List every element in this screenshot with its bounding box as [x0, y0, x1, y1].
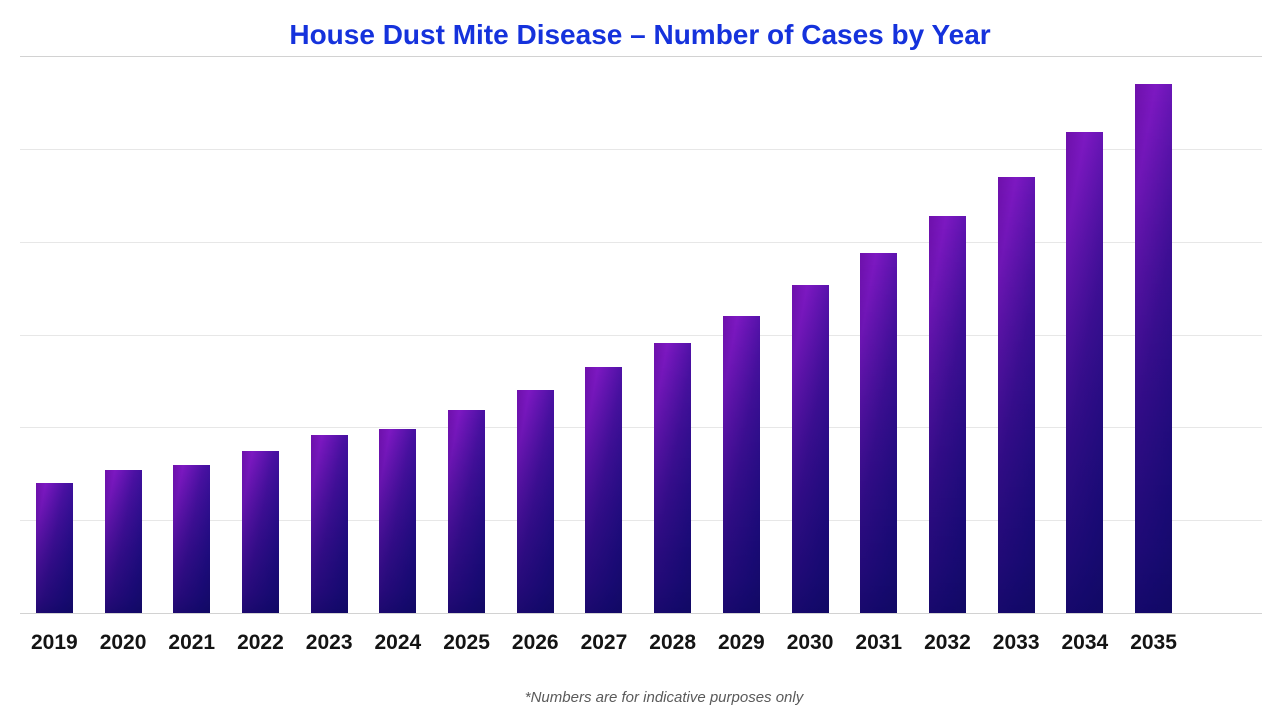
bar-2027: [585, 366, 623, 613]
x-axis-label-2028: 2028: [649, 631, 696, 654]
x-axis-label-2029: 2029: [717, 631, 765, 654]
gridline: [20, 241, 1262, 243]
bar-2020: [104, 470, 142, 613]
x-axis-label-2034: 2034: [1061, 631, 1109, 654]
axis-frame-line: [20, 613, 1262, 614]
bar-2034: [1066, 132, 1104, 613]
x-axis-label-2035: 2035: [1130, 631, 1177, 654]
bar-2025: [448, 409, 486, 613]
chart-title: House Dust Mite Disease – Number of Case…: [289, 19, 991, 50]
bar-2024: [379, 429, 417, 613]
x-axis-label-2023: 2023: [305, 631, 353, 654]
bar-2032: [928, 215, 966, 613]
x-axis-label-2026: 2026: [511, 631, 559, 654]
bar-2033: [997, 176, 1035, 613]
x-axis-label-2030: 2030: [786, 631, 834, 654]
bar-2030: [791, 285, 829, 613]
x-axis-label-2033: 2033: [992, 631, 1040, 654]
gridline: [20, 427, 1262, 429]
x-axis-label-2024: 2024: [374, 631, 422, 654]
x-axis-label-2025: 2025: [443, 631, 490, 654]
gridline: [20, 520, 1262, 522]
bar-2026: [516, 390, 554, 613]
x-axis-label-2022: 2022: [237, 631, 284, 654]
bar-2028: [654, 342, 692, 613]
x-axis-label-2021: 2021: [168, 631, 216, 654]
x-axis-label-2027: 2027: [580, 631, 628, 654]
x-axis-label-2031: 2031: [855, 631, 903, 654]
bar-2029: [722, 315, 760, 613]
bar-2035: [1135, 83, 1173, 613]
bar-2022: [241, 451, 279, 613]
x-axis-label-2019: 2019: [30, 631, 78, 654]
gridline: [20, 334, 1262, 336]
bar-2021: [173, 465, 211, 613]
bar-2019: [35, 483, 73, 613]
x-axis-label-2032: 2032: [924, 631, 971, 654]
axis-frame-line: [20, 56, 1262, 57]
footnote: *Numbers are for indicative purposes onl…: [524, 689, 804, 706]
gridline: [20, 148, 1262, 150]
bar-2031: [860, 252, 898, 613]
bar-2023: [310, 434, 348, 613]
x-axis-label-2020: 2020: [99, 631, 147, 654]
